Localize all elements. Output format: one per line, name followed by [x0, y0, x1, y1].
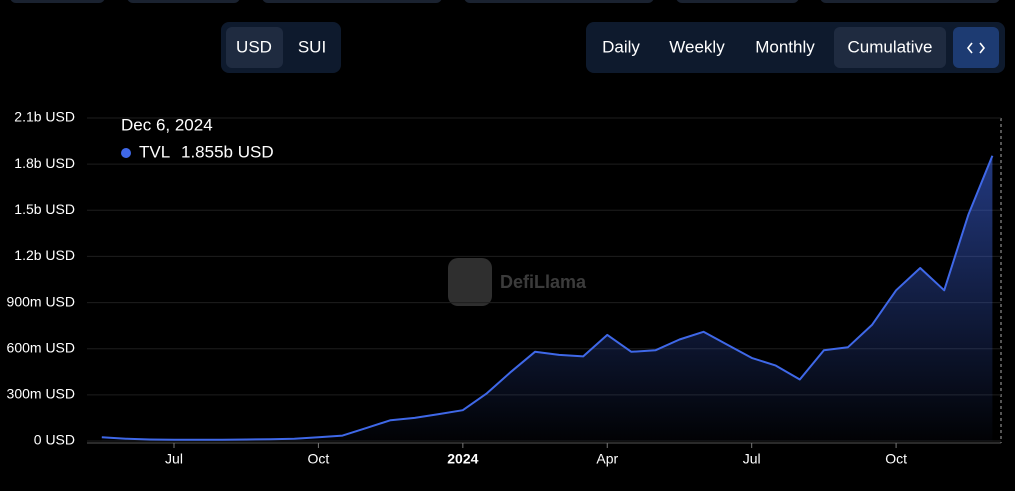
y-tick-label: 2.1b USD	[14, 109, 75, 125]
period-button[interactable]: Cumulative	[847, 37, 932, 56]
x-tick-label: Jul	[743, 451, 761, 467]
y-tick-label: 1.5b USD	[14, 201, 75, 217]
tooltip-value: 1.855b USD	[181, 142, 274, 161]
watermark: DefiLlama	[448, 258, 587, 306]
x-tick-label: Oct	[885, 451, 907, 467]
period-active[interactable]	[834, 27, 946, 68]
y-tick-label: 900m USD	[7, 293, 75, 309]
y-tick-label: 600m USD	[7, 339, 75, 355]
area	[101, 155, 993, 441]
watermark-text: DefiLlama	[500, 272, 587, 292]
y-tick-label: 1.2b USD	[14, 247, 75, 263]
x-tick-label: 2024	[447, 451, 478, 467]
currency-button[interactable]: USD	[236, 37, 272, 56]
period-button[interactable]: Weekly	[669, 37, 725, 56]
y-tick-label: 300m USD	[7, 386, 75, 402]
legend-marker	[121, 148, 131, 158]
tooltip-date: Dec 6, 2024	[121, 115, 213, 134]
x-tick-label: Oct	[308, 451, 330, 467]
period-button[interactable]: Monthly	[755, 37, 815, 56]
currency-button[interactable]: SUI	[298, 37, 326, 56]
x-tick-label: Jul	[165, 451, 183, 467]
embed-button[interactable]	[953, 27, 999, 68]
currency-active[interactable]	[226, 27, 283, 68]
y-tick-label: 0 USD	[34, 432, 75, 448]
legend-label: TVL	[139, 142, 170, 161]
plot: 0 USD 300m USD 600m USD 900m USD 1.2b USD 1.5…	[7, 109, 1001, 467]
embed-icon	[966, 42, 986, 54]
period-button[interactable]: Daily	[602, 37, 640, 56]
y-tick-label: 1.8b USD	[14, 155, 75, 171]
line	[101, 155, 994, 441]
cut-off-buttons	[10, 0, 1000, 3]
x-tick-label: Apr	[596, 451, 618, 467]
